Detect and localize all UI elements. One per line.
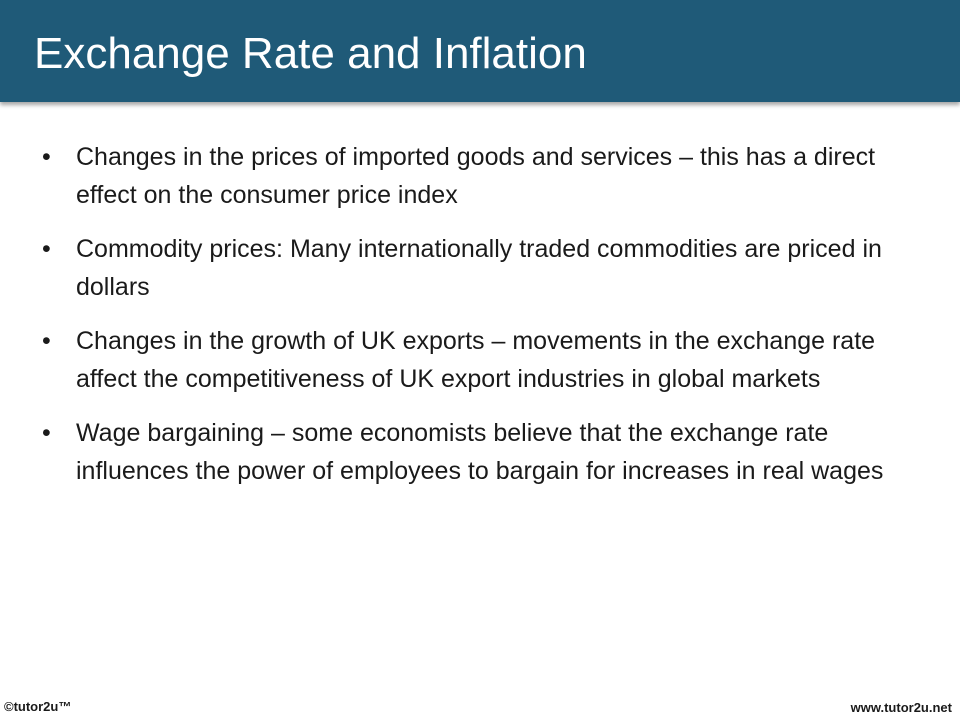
copyright-logo: ©tutor2u™ <box>4 699 72 714</box>
bullet-text: Wage bargaining – some economists believ… <box>76 419 884 485</box>
bullet-item: • Wage bargaining – some economists beli… <box>42 414 902 490</box>
bullet-item: • Commodity prices: Many internationally… <box>42 230 902 306</box>
bullet-icon: • <box>42 143 51 171</box>
title-bar: Exchange Rate and Inflation <box>0 0 960 102</box>
bullet-icon: • <box>42 235 51 263</box>
bullet-text: Changes in the prices of imported goods … <box>76 143 876 209</box>
bullet-icon: • <box>42 327 51 355</box>
bullet-list: • Changes in the prices of imported good… <box>42 138 902 506</box>
bullet-text: Commodity prices: Many internationally t… <box>76 235 882 301</box>
bullet-item: • Changes in the growth of UK exports – … <box>42 322 902 398</box>
slide-title: Exchange Rate and Inflation <box>34 29 587 78</box>
bullet-icon: • <box>42 419 51 447</box>
bullet-text: Changes in the growth of UK exports – mo… <box>76 327 876 393</box>
website-url: www.tutor2u.net <box>850 700 952 715</box>
bullet-item: • Changes in the prices of imported good… <box>42 138 902 214</box>
